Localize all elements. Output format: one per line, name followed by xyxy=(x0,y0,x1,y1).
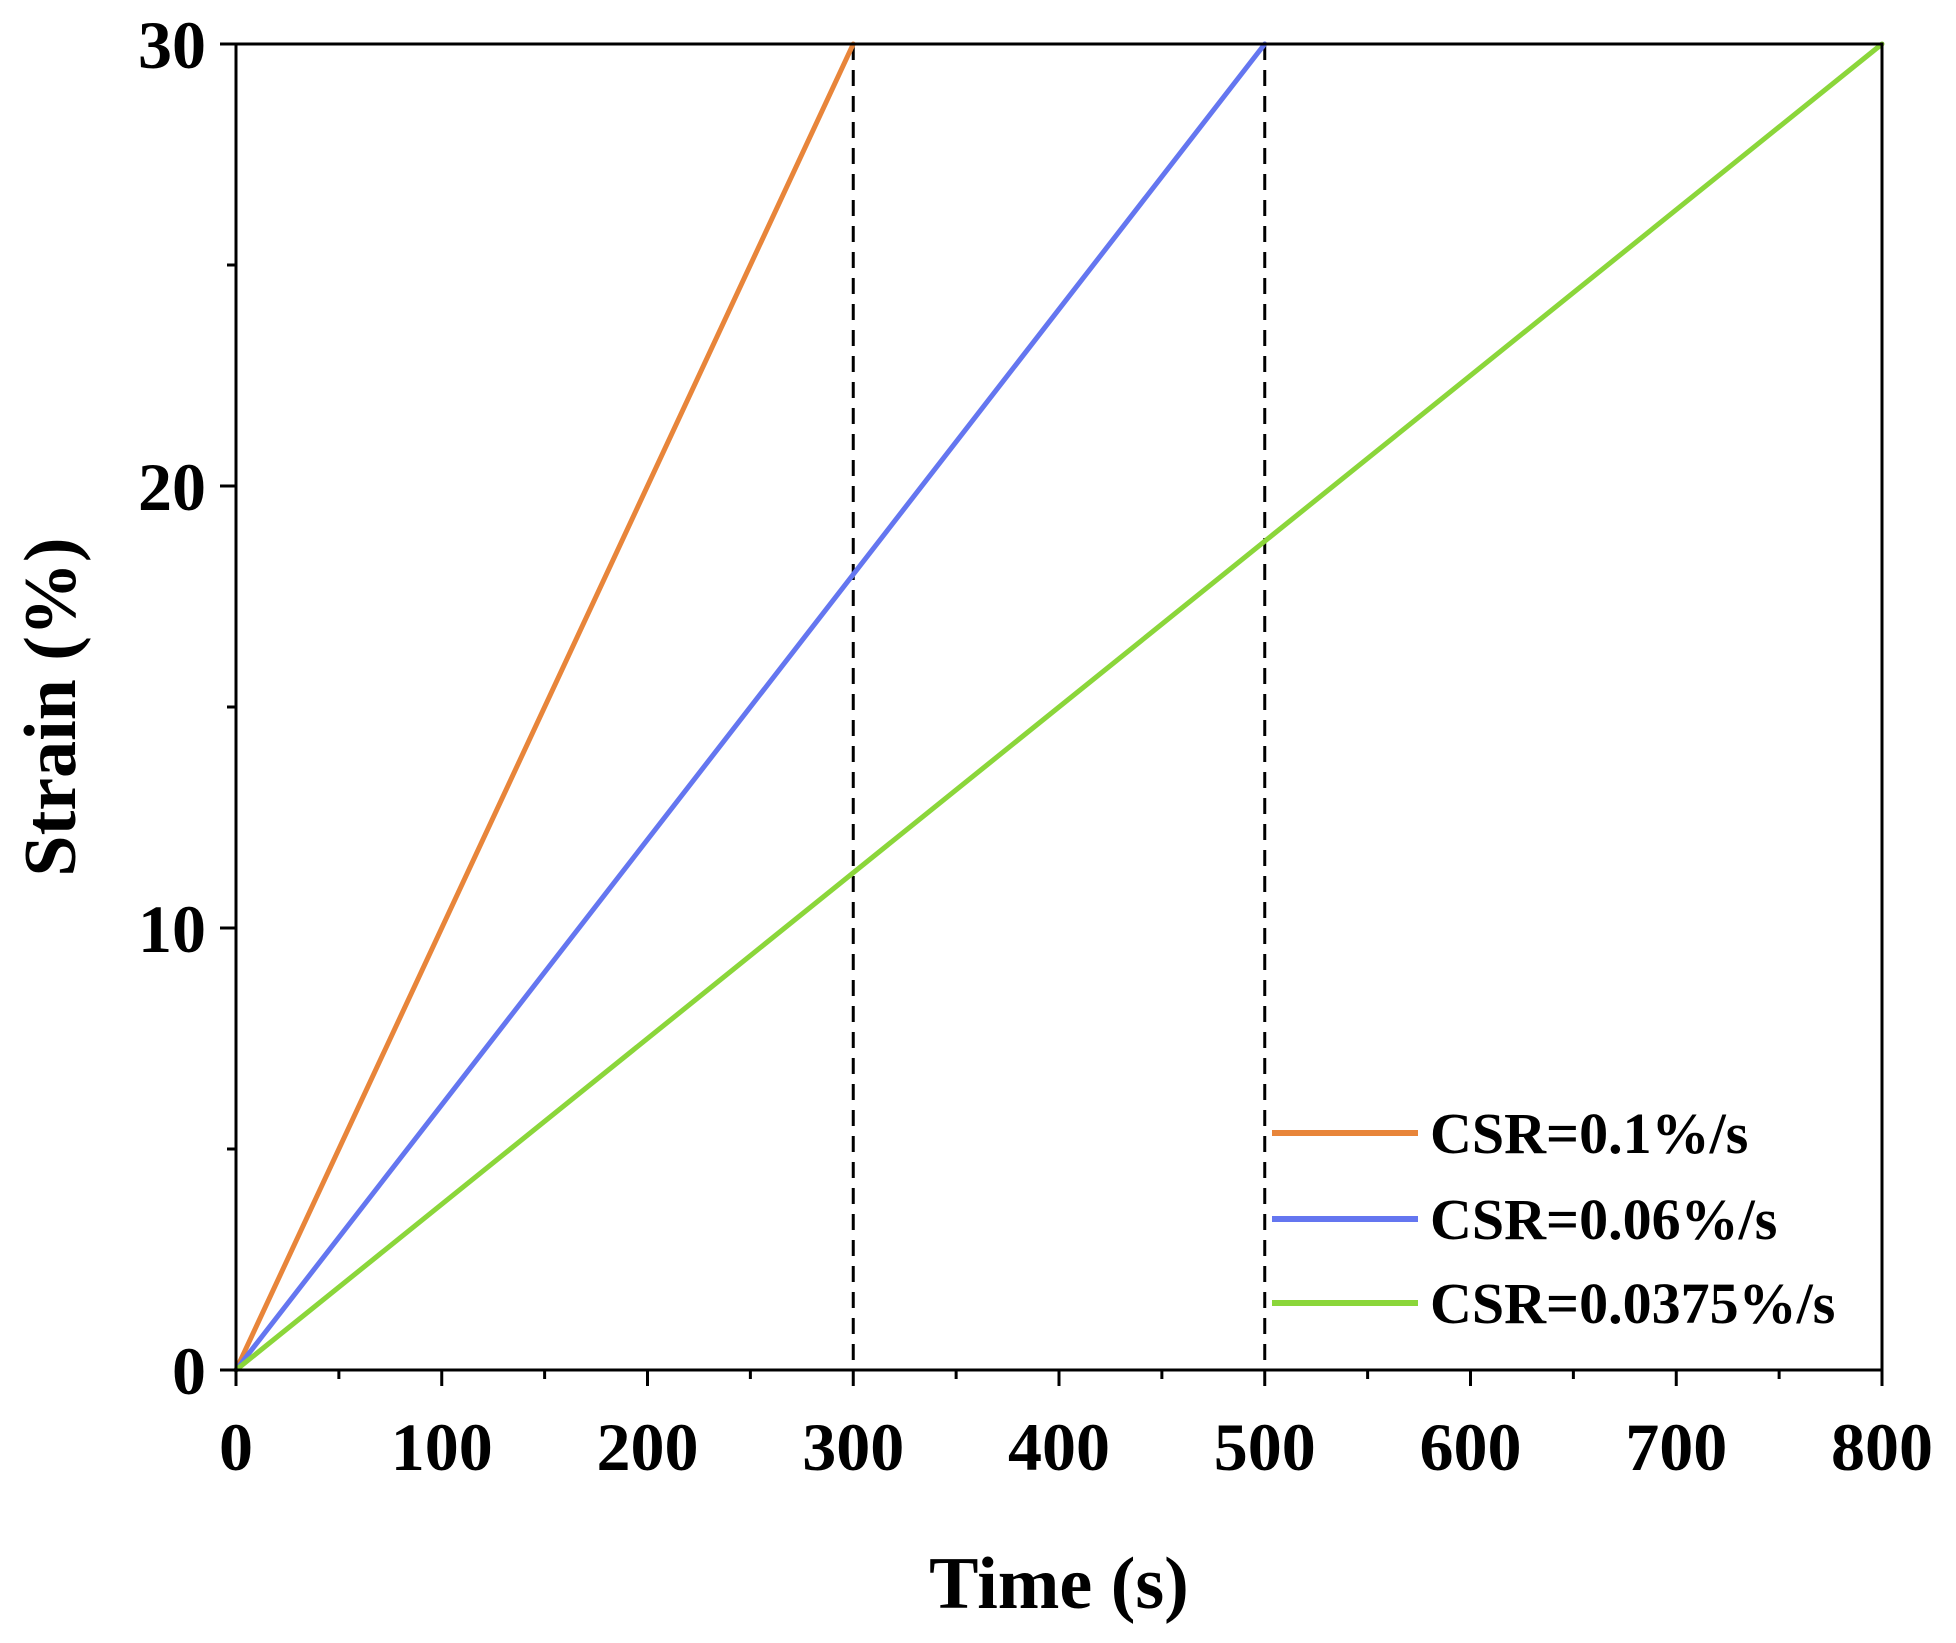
legend-label-1: CSR=0.1%/s xyxy=(1430,1101,1748,1166)
y-tick-label: 0 xyxy=(172,1333,206,1409)
x-tick-label: 800 xyxy=(1831,1409,1933,1485)
y-axis-ticks: 0 10 20 30 xyxy=(138,7,236,1409)
y-axis-title: Strain (%) xyxy=(10,537,92,876)
y-tick-label: 20 xyxy=(138,449,206,525)
series-line-2 xyxy=(233,41,1268,1373)
x-axis-ticks: 0 100 200 300 400 500 600 700 800 xyxy=(219,1370,1933,1485)
x-tick-label: 300 xyxy=(802,1409,904,1485)
x-axis-title: Time (s) xyxy=(929,1543,1189,1625)
legend-label-3: CSR=0.0375%/s xyxy=(1430,1271,1835,1336)
x-tick-label: 400 xyxy=(1008,1409,1110,1485)
x-tick-label: 500 xyxy=(1214,1409,1316,1485)
series-lines xyxy=(233,41,1885,1373)
y-tick-label: 10 xyxy=(138,891,206,967)
x-tick-label: 0 xyxy=(219,1409,253,1485)
x-tick-label: 100 xyxy=(391,1409,493,1485)
series-line-3 xyxy=(233,41,1885,1373)
legend-label-2: CSR=0.06%/s xyxy=(1430,1187,1777,1252)
x-tick-label: 200 xyxy=(597,1409,699,1485)
y-tick-label: 30 xyxy=(138,7,206,83)
reference-lines xyxy=(851,44,1267,1370)
x-tick-label: 600 xyxy=(1420,1409,1522,1485)
series-line-1 xyxy=(233,41,856,1373)
x-tick-label: 700 xyxy=(1625,1409,1727,1485)
legend: CSR=0.1%/s CSR=0.06%/s CSR=0.0375%/s xyxy=(1272,1101,1835,1336)
